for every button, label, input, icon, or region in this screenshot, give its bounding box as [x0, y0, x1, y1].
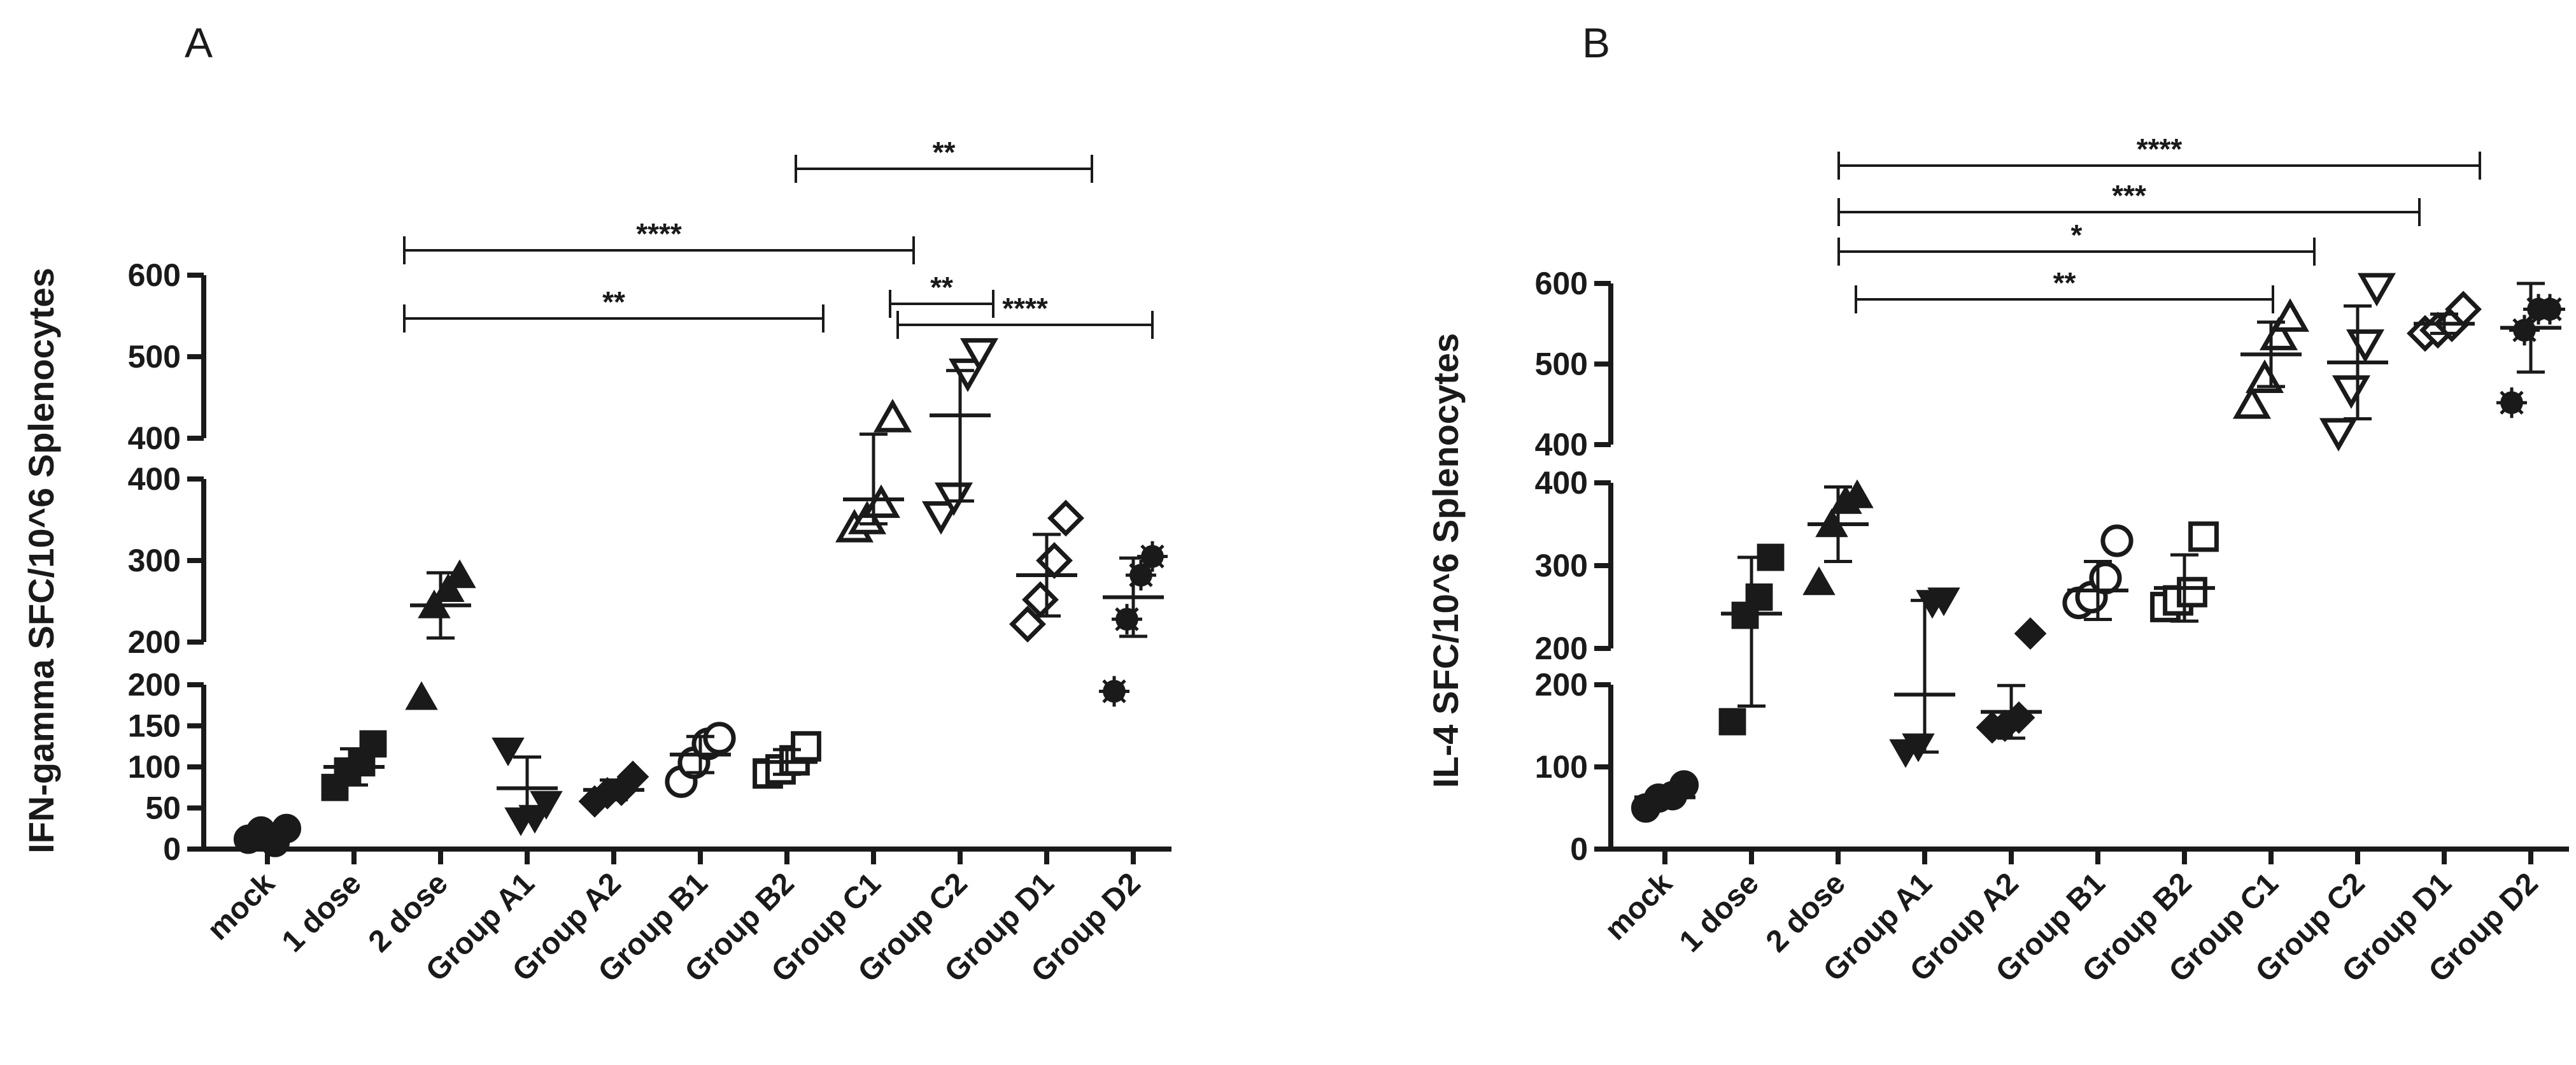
- panel-b-letter: B: [1582, 19, 1610, 66]
- panel-b-y-tick-label: 100: [1535, 749, 1588, 785]
- panel-b-significance-label: ****: [2137, 132, 2183, 166]
- panel-b-significance-label: **: [2053, 266, 2076, 299]
- panel-b-data-point: [2496, 387, 2527, 418]
- panel-a-significance-label: ****: [1002, 292, 1048, 325]
- panel-b-significance-label: ***: [2112, 179, 2146, 212]
- panel-b-y-axis-label: IL-4 SFC/10^6 Splenocytes: [1426, 333, 1466, 788]
- panel-b-data-point: [2014, 617, 2047, 650]
- panel-a-y-tick-label: 100: [128, 749, 181, 785]
- panel-a-data-point: [359, 730, 387, 758]
- panel-b-data-point: [2535, 294, 2565, 325]
- panel-b-y-tick-label: 600: [1535, 266, 1588, 301]
- panel-b-significance-bracket: ****: [1837, 132, 2481, 180]
- panel-b-data-point: [1802, 566, 1836, 596]
- panel-a-y-axis: 0 50 100 150 200 200 300 400 400 500 600: [128, 257, 206, 867]
- panel-b-significance-bracket: *: [1837, 218, 2316, 266]
- panel-a-y-tick-label: 300: [128, 543, 181, 578]
- panel-b-data-point: [2319, 418, 2358, 452]
- panel-a-significance-label: ****: [636, 217, 682, 250]
- panel-a-data-point: [1137, 541, 1168, 572]
- panel-a-significance-bracket: ****: [403, 217, 915, 264]
- panel-b-y-tick-label: 200: [1535, 667, 1588, 703]
- panel-a-y-axis-label: IFN-gamma SFC/10^6 Splenocytes: [21, 268, 61, 854]
- panel-b-data-point: [2232, 385, 2272, 419]
- panel-a-y-tick-label: 600: [128, 257, 181, 293]
- panel-b-y-tick-label: 200: [1535, 631, 1588, 666]
- panel-a-y-tick-label: 400: [128, 461, 181, 497]
- panel-a-data-point: [492, 738, 525, 767]
- panel-a-data-point: [703, 722, 736, 755]
- panel-a-data-point: [405, 681, 438, 710]
- panel-b-significance-bracket: **: [1855, 266, 2274, 313]
- panel-a-significance-bracket: ****: [896, 292, 1154, 339]
- panel-a-y-tick-label: 400: [128, 420, 181, 456]
- panel-a-data-point: [1099, 676, 1129, 707]
- panel-b-data-point: [1718, 708, 1746, 736]
- panel-b-y-tick-label: 300: [1535, 548, 1588, 583]
- panel-b-data-point: [1841, 479, 1874, 508]
- panel-a-data-point: [921, 501, 961, 535]
- panel-a-data-point: [530, 790, 563, 820]
- panel-b-y-tick-label: 400: [1535, 465, 1588, 501]
- panel-a-significance-label: **: [930, 271, 953, 304]
- panel-a-y-tick-label: 50: [145, 790, 181, 826]
- panel-a-significance-label: **: [933, 136, 956, 169]
- panel-b-y-tick-label: 400: [1535, 427, 1588, 462]
- panel-a-significance-label: **: [602, 285, 625, 318]
- panel-a-y-tick-label: 0: [163, 831, 181, 867]
- panel-b-significance-bracket: ***: [1837, 179, 2421, 226]
- panel-b-data-point: [2188, 521, 2219, 552]
- panel-b-y-tick-label: 0: [1570, 831, 1588, 867]
- panel-a-data-point: [1126, 560, 1156, 591]
- panel-a-data-point: [616, 761, 649, 793]
- panel-a-data-point: [791, 731, 821, 762]
- panel-b-data-point: [1669, 770, 1699, 800]
- panel-a-y-tick-label: 150: [128, 708, 181, 744]
- panel-b-data-point: [2357, 273, 2396, 307]
- panel-b-y-tick-label: 500: [1535, 347, 1588, 382]
- panel-b-significance-label: *: [2071, 218, 2083, 252]
- panel-a-data-point: [873, 399, 912, 432]
- panel-a-letter: A: [185, 19, 213, 66]
- panel-a-data-point: [1112, 604, 1142, 635]
- panel-a-y-tick-label: 500: [128, 339, 181, 375]
- panel-a-significance-bracket: **: [889, 271, 994, 318]
- panel-a-significance-bracket: **: [795, 136, 1093, 183]
- panel-b-data-point: [2100, 524, 2134, 557]
- panel-a-y-tick-label: 200: [128, 667, 181, 703]
- panel-a-data-point: [959, 338, 999, 372]
- panel-a-significance-bracket: **: [403, 285, 824, 332]
- panel-b-data-point: [2089, 561, 2122, 595]
- panel-a-data-point: [1047, 499, 1084, 537]
- panel-a-y-tick-label: 200: [128, 624, 181, 660]
